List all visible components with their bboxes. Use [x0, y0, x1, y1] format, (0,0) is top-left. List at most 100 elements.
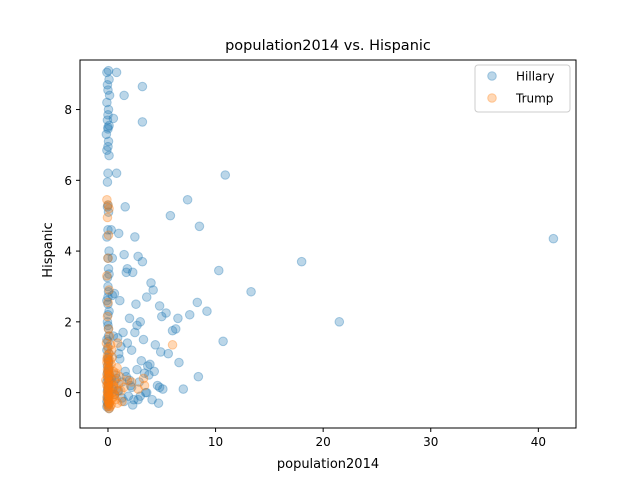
data-point-trump	[103, 366, 113, 377]
data-point-trump	[103, 378, 113, 389]
data-point-trump	[102, 380, 112, 391]
data-point-hillary	[103, 355, 114, 366]
data-point-trump	[102, 271, 112, 281]
data-point-hillary	[102, 115, 113, 125]
data-point-hillary	[122, 263, 133, 274]
data-point-hillary	[104, 246, 114, 256]
data-point-hillary	[103, 281, 113, 292]
data-point-hillary	[104, 387, 114, 398]
data-point-hillary	[334, 317, 345, 327]
data-point-hillary	[102, 97, 112, 108]
data-point-hillary	[150, 340, 161, 350]
data-point-hillary	[108, 378, 119, 389]
data-point-hillary	[132, 364, 142, 375]
data-point-hillary	[103, 124, 113, 134]
data-point-hillary	[124, 375, 135, 386]
data-point-trump	[103, 394, 113, 405]
data-point-hillary	[103, 253, 113, 263]
data-point-hillary	[102, 396, 112, 407]
data-point-hillary	[102, 386, 113, 396]
data-point-hillary	[103, 400, 113, 410]
data-point-hillary	[103, 200, 113, 210]
data-point-hillary	[122, 338, 133, 348]
data-point-trump	[115, 371, 125, 382]
data-point-trump	[102, 370, 112, 380]
data-point-hillary	[103, 393, 113, 403]
data-point-trump	[103, 384, 113, 394]
data-point-hillary	[103, 263, 114, 274]
data-point-trump	[103, 324, 114, 334]
data-point-hillary	[192, 297, 203, 308]
data-point-trump	[103, 396, 114, 407]
data-point-hillary	[111, 373, 122, 384]
data-point-trump	[102, 354, 112, 364]
data-point-hillary	[104, 74, 114, 85]
y-axis-label: Hispanic	[41, 222, 56, 277]
data-point-trump	[112, 398, 123, 409]
data-point-trump	[113, 378, 124, 389]
data-point-trump	[139, 380, 150, 391]
series-trump	[101, 194, 178, 414]
data-point-hillary	[113, 348, 124, 359]
data-point-hillary	[103, 331, 114, 341]
data-point-trump	[105, 401, 115, 412]
y-tick-label: 2	[64, 315, 72, 329]
data-point-hillary	[129, 394, 139, 405]
data-point-hillary	[163, 348, 174, 359]
data-point-hillary	[121, 371, 132, 382]
data-point-hillary	[103, 324, 114, 334]
data-point-hillary	[130, 327, 140, 338]
data-point-hillary	[118, 327, 128, 338]
data-point-hillary	[102, 145, 112, 156]
data-point-trump	[109, 391, 120, 401]
legend: Hillary Trump	[474, 64, 571, 113]
data-point-hillary	[174, 357, 184, 368]
data-point-hillary	[127, 400, 138, 410]
data-point-trump	[104, 391, 114, 401]
data-point-hillary	[149, 366, 160, 377]
data-point-hillary	[103, 309, 113, 320]
data-point-hillary	[113, 228, 124, 239]
data-point-trump	[133, 384, 143, 394]
data-point-hillary	[103, 136, 114, 147]
data-point-hillary	[213, 265, 224, 276]
data-point-trump	[103, 371, 113, 382]
data-point-hillary	[126, 382, 137, 393]
data-point-hillary	[131, 299, 141, 309]
data-point-hillary	[103, 394, 113, 405]
data-point-hillary	[141, 387, 152, 398]
data-point-hillary	[104, 403, 114, 414]
data-point-trump	[103, 354, 113, 364]
data-point-trump	[102, 400, 113, 410]
data-point-trump	[108, 366, 119, 377]
data-point-trump	[104, 348, 114, 359]
data-point-hillary	[155, 347, 166, 357]
data-point-hillary	[102, 345, 112, 355]
data-point-hillary	[111, 168, 122, 179]
data-point-hillary	[104, 120, 114, 131]
data-point-hillary	[113, 386, 124, 396]
data-point-trump	[102, 194, 112, 205]
x-tick-label: 40	[531, 435, 546, 449]
data-point-hillary	[194, 221, 205, 232]
data-point-hillary	[135, 317, 146, 327]
chart-title: population2014 vs. Hispanic	[225, 38, 431, 54]
data-point-trump	[109, 382, 119, 393]
data-point-trump	[108, 380, 119, 391]
data-point-hillary	[103, 85, 113, 95]
data-point-trump	[103, 386, 114, 396]
data-point-hillary	[117, 377, 127, 387]
data-point-hillary	[136, 355, 147, 366]
data-point-trump	[101, 375, 111, 386]
data-point-hillary	[137, 117, 148, 127]
data-point-hillary	[103, 168, 113, 179]
data-point-hillary	[130, 232, 140, 242]
data-point-trump	[119, 382, 129, 393]
axes: 0 10 20 30 40 0 2 4 6 8	[64, 59, 577, 449]
legend-label-trump: Trump	[515, 92, 553, 106]
data-point-trump	[103, 401, 113, 412]
data-point-trump	[104, 382, 114, 393]
data-point-hillary	[109, 288, 120, 299]
data-point-trump	[103, 230, 114, 240]
data-point-trump	[108, 393, 118, 403]
